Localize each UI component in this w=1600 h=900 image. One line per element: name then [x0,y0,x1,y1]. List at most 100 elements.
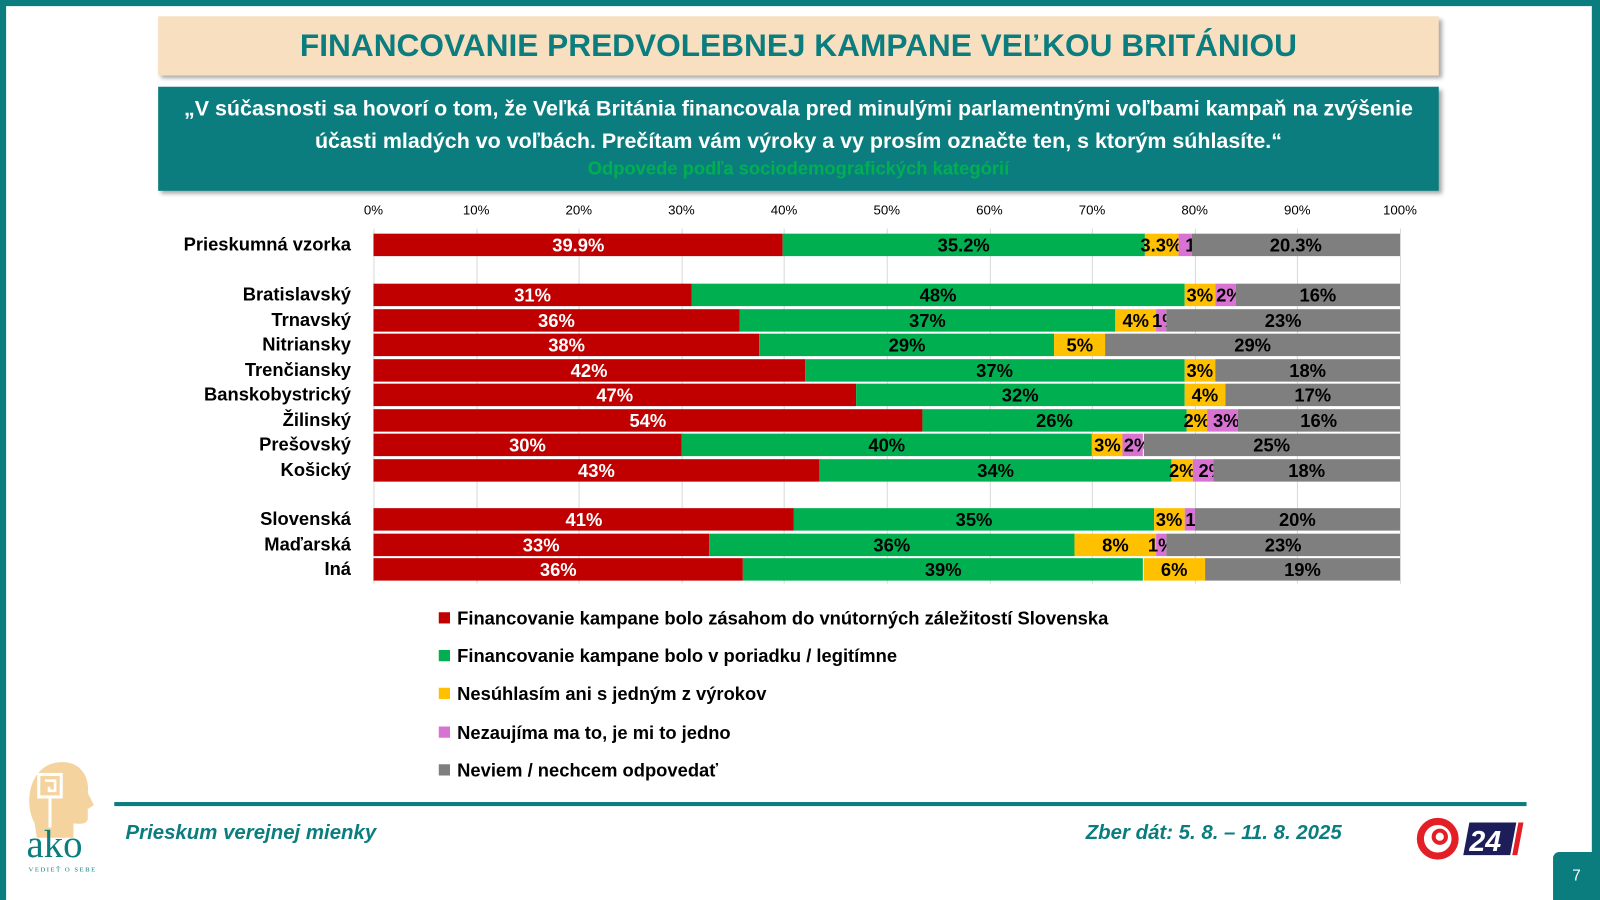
bar-segment [373,383,856,407]
x-tick-label: 10% [462,202,490,218]
category-label: Nitriansky [262,334,352,355]
subtitle-text: Odpovede podľa sociodemografických kateg… [587,158,1010,179]
bar-segment [794,508,1154,531]
bar-segment [1215,283,1236,307]
legend-swatch [438,687,450,699]
question-box: „V súčasnosti sa hovorí o tom, že Veľká … [158,86,1439,191]
legend-swatch [438,764,450,776]
data-label: 5% [1066,335,1094,356]
bar-segment [1171,459,1193,482]
legend-label: Financovanie kampane bolo zásahom do vnú… [457,608,1109,629]
bar-segment [373,359,805,382]
legend-item: Nezaujíma ma to, je mi to jedno [438,722,731,743]
bar-segment [1092,433,1123,457]
data-label: 3% [1155,509,1183,531]
data-label: 38% [548,335,585,356]
data-label: 36% [539,559,577,581]
data-label: 35% [955,509,993,531]
data-label: 40% [868,435,906,456]
x-tick-label: 20% [565,202,593,218]
x-tick-label: 50% [873,202,901,218]
data-label: 54% [629,410,667,432]
data-label: 3.3% [1140,235,1183,256]
data-label: 16% [1299,285,1337,306]
x-tick-label: 0% [363,202,384,218]
ako-logo: ako VEDIEŤ O SEBE [27,762,95,873]
bar-segment [1184,283,1216,307]
data-label: 3% [1186,360,1214,382]
category-label: Bratislavský [242,284,352,305]
bar-segment [1194,508,1400,531]
page-number: 7 [1553,852,1600,900]
bar-segment [1204,558,1400,581]
footer-date: Zber dát: 5. 8. – 11. 8. 2025 [1085,821,1342,844]
bar-segment [1074,533,1157,557]
category-label: Žilinský [282,409,352,431]
bar-segment [373,233,784,257]
bar-segment [1143,433,1400,457]
bar-segment [1191,233,1400,257]
data-label: 39% [924,559,962,581]
bar-segment [373,508,795,531]
bar-segment [1235,283,1400,307]
data-label: 37% [909,310,946,332]
data-label: 23% [1264,310,1302,332]
bar-segment [759,333,1055,357]
bar-segment [1215,359,1400,382]
bar-segment [1184,508,1195,531]
svg-text:24: 24 [1468,826,1501,858]
x-tick-label: 30% [668,202,695,218]
x-tick-label: 100% [1383,202,1417,218]
bar-segment [1186,409,1207,432]
slide-title: FINANCOVANIE PREDVOLEBNEJ KAMPANE VEĽKOU… [158,16,1439,76]
data-label: 20% [1278,509,1316,531]
data-label: 17% [1294,385,1332,406]
legend-label: Financovanie kampane bolo v poriadku / l… [457,645,898,667]
bar-segment [1105,333,1400,357]
data-label: 3% [1186,285,1214,306]
tv-24-logo: 24 [1416,817,1524,860]
legend-item: Neviem / nechcem odpovedať [438,760,718,781]
x-tick-label: 60% [976,202,1003,218]
data-label: 34% [977,460,1014,482]
category-label: Slovenská [260,508,352,530]
bar-segment [804,359,1185,382]
bar-segment [1206,409,1238,432]
bar-segment [1153,508,1185,531]
bar-segment [783,233,1145,257]
bar-segment [1144,233,1179,257]
x-tick-label: 90% [1284,202,1311,218]
bar-segment [373,433,682,457]
x-tick-label: 40% [770,202,798,218]
data-label: 20.3% [1269,235,1322,256]
data-label: 4% [1191,385,1219,406]
category-label: Trenčiansky [244,359,352,381]
data-label: 29% [1234,335,1272,356]
data-label: 41% [565,509,603,531]
gridline [1399,228,1402,584]
data-label: 33% [522,535,560,556]
legend-item: Financovanie kampane bolo v poriadku / l… [438,645,898,667]
bar-segment [1184,359,1216,382]
question-text: „V súčasnosti sa hovorí o tom, že Veľká … [184,96,1413,154]
bar-segment [739,309,1116,332]
bar-segment [1166,533,1400,557]
bar-segment [922,409,1187,432]
bar-segment [373,558,744,581]
data-label: 2% [1183,410,1210,432]
bar-segment [1122,433,1144,457]
data-label: 3% [1094,435,1121,456]
data-label: 36% [873,535,911,556]
footer-divider [114,802,1527,807]
legend-label: Nesúhlasím ani s jedným z výrokov [457,683,767,705]
bar-segment [1225,383,1400,407]
data-label: 6% [1160,559,1188,581]
category-label: Košický [280,459,352,481]
legend-item: Financovanie kampane bolo zásahom do vnú… [438,608,1109,629]
data-label: 26% [1036,410,1073,432]
data-label: 39.9% [552,235,605,256]
data-label: 16% [1300,410,1338,432]
bar-segment [373,533,709,557]
